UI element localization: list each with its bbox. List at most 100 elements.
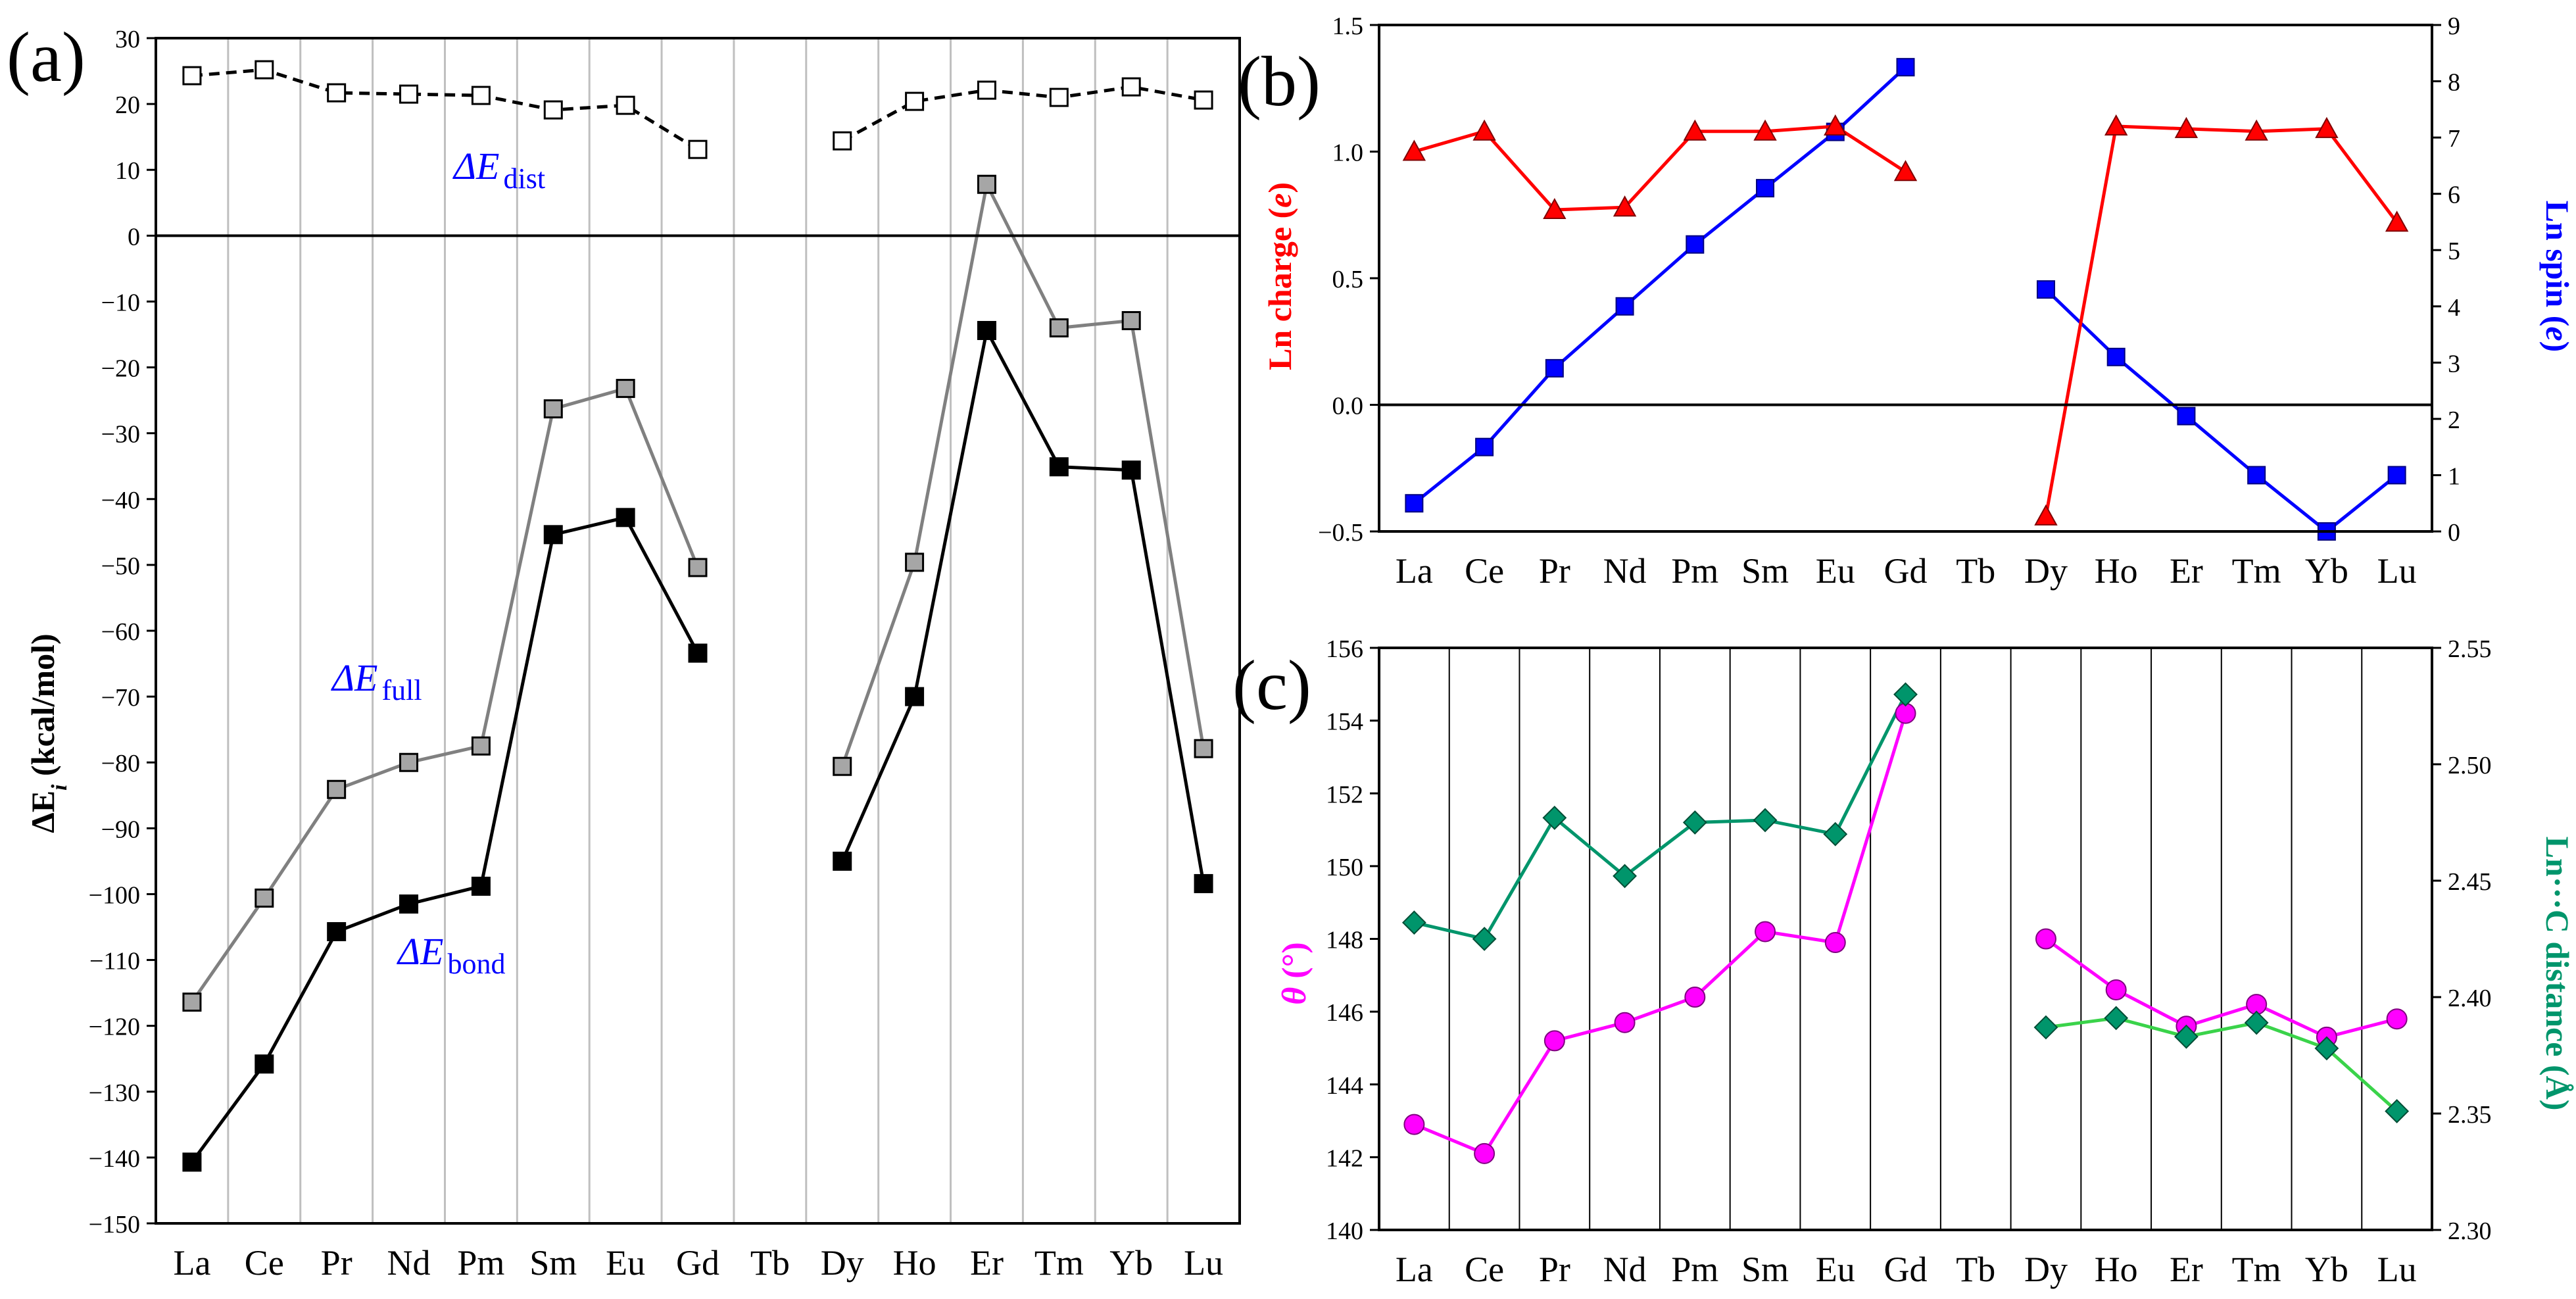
panel-a-y-tick-label: −20 — [101, 355, 140, 383]
panel-b-ylabel-right-end: ) — [2539, 341, 2576, 353]
panel-b-charge-line — [1413, 124, 1907, 212]
panel-b-charge-line — [2044, 124, 2398, 517]
panel-c-left-axis-title: θ (°) — [1276, 942, 1313, 1004]
panel-a-y-tick-label: −60 — [101, 618, 140, 646]
panel-c-theta-marker — [1614, 1012, 1636, 1033]
panel-c-x-tick-label: Pm — [1671, 1250, 1718, 1289]
panel-b-right-tick-label: 1 — [2448, 462, 2460, 490]
panel-a-marker-0 — [1049, 87, 1069, 107]
panel-c-left-tick-label: 144 — [1326, 1072, 1363, 1100]
panel-label-b: (b) — [1238, 43, 1321, 121]
panel-b-x-tick-label: Tm — [2232, 551, 2281, 591]
panel-b-right-tick-label: 8 — [2448, 69, 2460, 97]
panel-b-spin-marker — [1756, 179, 1775, 198]
panel-a-y-tick-label: 30 — [115, 26, 140, 53]
panel-a-x-tick-label: Sm — [529, 1243, 577, 1283]
panel-a-y-tick-label: −80 — [101, 750, 140, 777]
panel-b-x-tick-label: Sm — [1741, 551, 1789, 591]
label-bond-main: ΔE — [397, 930, 443, 973]
panel-b-spin-marker — [1686, 235, 1705, 254]
panel-c-theta-marker — [2035, 928, 2056, 950]
panel-c-x-tick-label: La — [1396, 1250, 1433, 1289]
panel-a-marker-2 — [471, 876, 491, 896]
panel-b-x-tick-label: La — [1396, 551, 1433, 591]
panel-c-x-tick-label: Nd — [1603, 1250, 1647, 1289]
panel-b-x-tick-label: Nd — [1603, 551, 1647, 591]
panel-a-marker-1 — [471, 736, 491, 756]
panel-b-right-tick-label: 0 — [2448, 519, 2460, 547]
panel-a-y-tick-label: 20 — [115, 91, 140, 119]
panel-c-right-tick-label: 2.30 — [2448, 1217, 2492, 1245]
panel-b-x-tick-label: Yb — [2305, 551, 2348, 591]
panel-a-y-tick-label: 0 — [128, 223, 140, 251]
panel-b-spin-marker — [1615, 297, 1634, 316]
panel-b-charge-marker — [2245, 119, 2268, 141]
panel-a-marker-2 — [399, 894, 419, 914]
panel-c-x-tick-label: Lu — [2377, 1250, 2417, 1289]
panel-c-left-tick-label: 146 — [1326, 999, 1363, 1027]
panel-b-right-tick-label: 4 — [2448, 294, 2460, 322]
panel-a-marker-1 — [399, 752, 419, 772]
panel-a-x-tick-label: Er — [970, 1243, 1004, 1283]
panel-a-marker-0 — [471, 86, 491, 105]
panel-a-marker-2 — [255, 1054, 274, 1074]
panel-b-x-tick-label: Pr — [1539, 551, 1570, 591]
panel-a-marker-2 — [616, 508, 635, 527]
panel-a-marker-1 — [688, 558, 708, 577]
panel-a-y-tick-label: 10 — [115, 157, 140, 185]
panel-a-marker-0 — [327, 83, 347, 103]
panel-a-marker-0 — [255, 60, 274, 80]
panel-b-x-tick-label: Lu — [2377, 551, 2417, 591]
label-dist-main: ΔE — [452, 145, 499, 187]
panel-a-y-tick-label: −120 — [89, 1014, 140, 1041]
panel-b-x-tick-label: Tb — [1956, 551, 1995, 591]
panel-a-y-tick-label: −70 — [101, 684, 140, 712]
panel-a-y-tick-label: −50 — [101, 552, 140, 580]
panel-b-left-tick-label: 1.0 — [1332, 139, 1364, 167]
panel-b-spin-marker — [2247, 466, 2266, 485]
panel-b-ylabel-left-var: e — [1261, 193, 1298, 208]
panel-b-x-tick-label: Dy — [2024, 551, 2068, 591]
panel-c-theta-line — [2045, 937, 2398, 1039]
panel-a-series-line-0 — [191, 68, 699, 151]
panel-c-theta-marker — [1474, 1142, 1495, 1164]
panel-b: 1.5 1.0 0.5 0.0 −0.5 9 8 7 6 5 4 3 2 1 0 La Ce Pr Nd Pm Sm Eu… — [1238, 12, 2576, 591]
panel-b-left-tick-label: 0.5 — [1332, 266, 1364, 293]
panel-a-marker-0 — [616, 95, 635, 115]
panel-a-series — [182, 60, 1213, 1172]
label-delta-e-full: ΔE full — [331, 656, 422, 706]
panel-a-x-tick-label: Nd — [387, 1243, 431, 1283]
panel-b-right-tick-label: 9 — [2448, 12, 2460, 40]
panel-c-x-tick-label: Tb — [1956, 1250, 1995, 1289]
panel-b-spin-marker — [1475, 437, 1494, 456]
label-delta-e-bond: ΔE bond — [397, 930, 505, 980]
panel-c-left-tick-label: 142 — [1326, 1144, 1363, 1172]
panel-a-series-line-0 — [841, 85, 1204, 143]
panel-c-left-tick-label: 154 — [1326, 708, 1363, 736]
panel-c-distance-marker — [2033, 1015, 2058, 1040]
panel-c-left-tick-label: 156 — [1326, 635, 1363, 663]
panel-b-right-tick-label: 5 — [2448, 237, 2460, 265]
panel-b-charge-marker — [1824, 114, 1847, 135]
panel-c-x-tick-label: Er — [2170, 1250, 2203, 1289]
panel-c-distance-marker — [2174, 1024, 2199, 1049]
panel-a-x-tick-label: Pr — [321, 1243, 352, 1283]
panel-a-marker-2 — [327, 922, 347, 942]
panel-b-charge-marker — [2315, 116, 2339, 138]
panel-a-x-tick-label: Tb — [750, 1243, 790, 1283]
panel-a-y-axis-title: ΔEi (kcal/mol) — [24, 633, 72, 833]
panel-a-marker-0 — [399, 84, 419, 104]
panel-a-marker-2 — [543, 525, 563, 545]
panel-c-right-tick-label: 2.35 — [2448, 1101, 2492, 1129]
panel-c-ylabel-left-unit: (°) — [1276, 942, 1313, 987]
panel-c-x-tick-label: Sm — [1741, 1250, 1789, 1289]
panel-a-marker-0 — [1194, 90, 1213, 110]
panel-a-x-tick-label: Ce — [245, 1243, 284, 1283]
panel-b-x-tick-label: Gd — [1884, 551, 1928, 591]
panel-a-axes: 30 20 10 0 −10 −20 −30 −40 −50 −60 −70 −80 −90 −100 −1… — [89, 26, 1241, 1283]
panel-a-series-line-1 — [190, 386, 700, 1004]
panel-c-distance-line — [1413, 693, 1907, 941]
panel-b-ylabel-left-end: ) — [1261, 182, 1298, 193]
svg-text:Ln spin (e): Ln spin (e) — [2539, 201, 2576, 353]
panel-b-x-tick-label: Pm — [1671, 551, 1718, 591]
